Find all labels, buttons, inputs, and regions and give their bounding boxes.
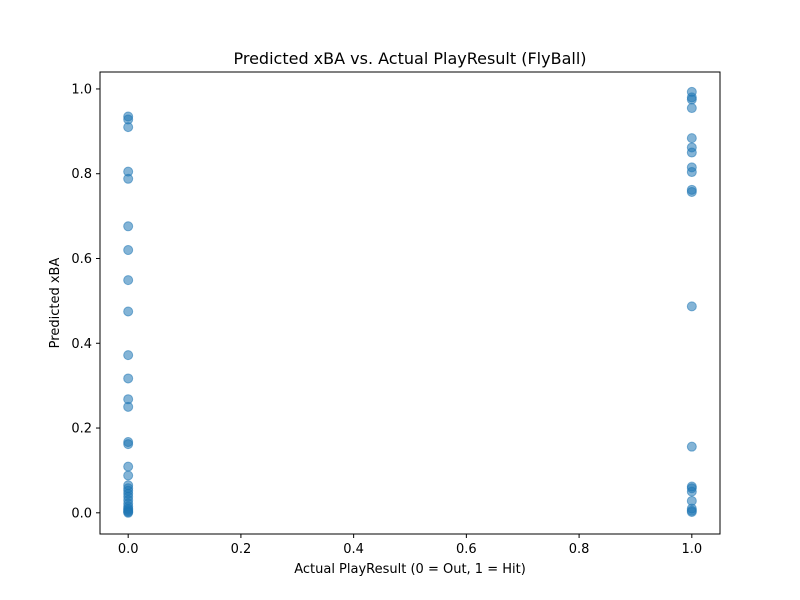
data-point bbox=[123, 401, 134, 412]
x-tick-label: 0.6 bbox=[456, 542, 477, 557]
data-point bbox=[686, 167, 697, 178]
data-point bbox=[686, 186, 697, 197]
x-tick-label: 0.4 bbox=[343, 542, 364, 557]
data-point bbox=[686, 103, 697, 114]
x-tick-label: 0.0 bbox=[118, 542, 139, 557]
data-point bbox=[123, 507, 134, 518]
data-point bbox=[123, 122, 134, 133]
data-point bbox=[686, 301, 697, 312]
data-point bbox=[686, 486, 697, 497]
data-point bbox=[123, 221, 134, 232]
x-tick-label: 0.8 bbox=[569, 542, 590, 557]
y-tick-label: 0.6 bbox=[71, 252, 92, 267]
data-point bbox=[123, 373, 134, 384]
data-point bbox=[686, 133, 697, 144]
data-point bbox=[123, 439, 134, 450]
y-tick-label: 0.2 bbox=[71, 422, 92, 437]
x-axis-ticks: 0.0 0.2 0.4 0.6 0.8 1.0 bbox=[118, 534, 702, 557]
data-point bbox=[123, 173, 134, 184]
data-point bbox=[123, 306, 134, 317]
data-point bbox=[123, 461, 134, 472]
data-point bbox=[686, 94, 697, 105]
data-point bbox=[123, 470, 134, 481]
x-tick-label: 1.0 bbox=[681, 542, 702, 557]
data-point bbox=[686, 441, 697, 452]
y-tick-label: 0.0 bbox=[71, 506, 92, 521]
data-point bbox=[123, 275, 134, 286]
y-axis-label: Predicted xBA bbox=[48, 258, 63, 349]
x-axis-label: Actual PlayResult (0 = Out, 1 = Hit) bbox=[294, 562, 526, 577]
points-layer bbox=[123, 86, 697, 518]
chart-title: Predicted xBA vs. Actual PlayResult (Fly… bbox=[233, 49, 586, 68]
data-point bbox=[123, 350, 134, 361]
y-tick-label: 1.0 bbox=[71, 82, 92, 97]
data-point bbox=[686, 506, 697, 517]
y-axis-ticks: 0.0 0.2 0.4 0.6 0.8 1.0 bbox=[71, 82, 100, 521]
x-tick-label: 0.2 bbox=[231, 542, 252, 557]
plot-frame bbox=[99, 71, 721, 535]
data-point bbox=[686, 147, 697, 158]
y-tick-label: 0.4 bbox=[71, 337, 92, 352]
y-tick-label: 0.8 bbox=[71, 167, 92, 182]
data-point bbox=[123, 245, 134, 256]
